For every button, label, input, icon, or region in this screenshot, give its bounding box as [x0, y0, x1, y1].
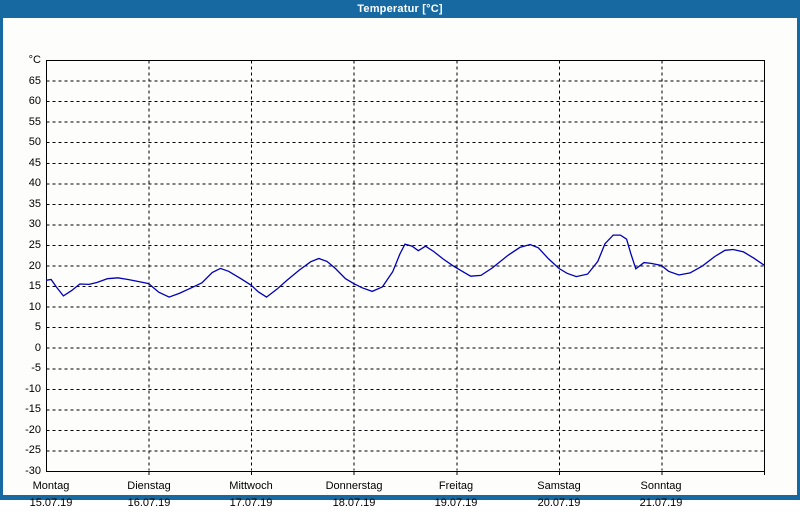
y-tick-label: 65 [28, 75, 41, 87]
x-date-label: 17.07.19 [229, 497, 273, 509]
x-day-label: Mittwoch [229, 480, 273, 492]
y-tick-label: 30 [28, 218, 41, 230]
x-day-label: Montag [32, 480, 70, 492]
chart-plot [46, 60, 765, 475]
y-tick-label: 55 [28, 116, 41, 128]
window-title-bar[interactable]: Temperatur [°C] [0, 0, 800, 18]
y-tick-label: 40 [28, 177, 41, 189]
y-tick-label: 50 [28, 136, 41, 148]
y-tick-label: 20 [28, 260, 41, 272]
y-tick-label: 10 [28, 301, 41, 313]
y-tick-label: 15 [28, 280, 41, 292]
chart-panel: °C 65 60 55 50 45 40 35 30 25 20 15 10 5 0 -5 -10 -15 -20-… [3, 18, 797, 509]
y-tick-label: 0 [34, 342, 41, 354]
y-tick-label: -15 [25, 403, 41, 415]
x-day-label: Donnerstag [325, 480, 383, 492]
y-tick-label: -30 [25, 465, 41, 477]
y-tick-label: 45 [28, 157, 41, 169]
y-tick-label: -25 [25, 444, 41, 456]
x-date-label: 18.07.19 [332, 497, 376, 509]
x-date-label: 19.07.19 [434, 497, 478, 509]
x-day-label: Freitag [438, 480, 474, 492]
y-axis-unit: °C [28, 54, 41, 66]
x-day-label: Samstag [537, 480, 581, 492]
y-tick-label: 60 [28, 95, 41, 107]
x-date-label: 15.07.19 [29, 497, 73, 509]
temperature-chart: °C 65 60 55 50 45 40 35 30 25 20 15 10 5 0 -5 -10 -15 -20-… [3, 18, 800, 518]
x-date-label: 21.07.19 [639, 497, 683, 509]
temperature-line [46, 234, 765, 298]
x-date-label: 16.07.19 [127, 497, 171, 509]
y-tick-label: 5 [34, 321, 41, 333]
y-tick-label: -5 [31, 362, 41, 374]
y-tick-label: 25 [28, 239, 41, 251]
y-tick-label: -20 [25, 424, 41, 436]
x-day-label: Sonntag [640, 480, 682, 492]
y-tick-label: 35 [28, 198, 41, 210]
x-date-label: 20.07.19 [537, 497, 581, 509]
plot-border [46, 60, 765, 472]
y-tick-label: -10 [25, 383, 41, 395]
x-day-label: Dienstag [127, 480, 171, 492]
window-title: Temperatur [°C] [357, 3, 443, 15]
